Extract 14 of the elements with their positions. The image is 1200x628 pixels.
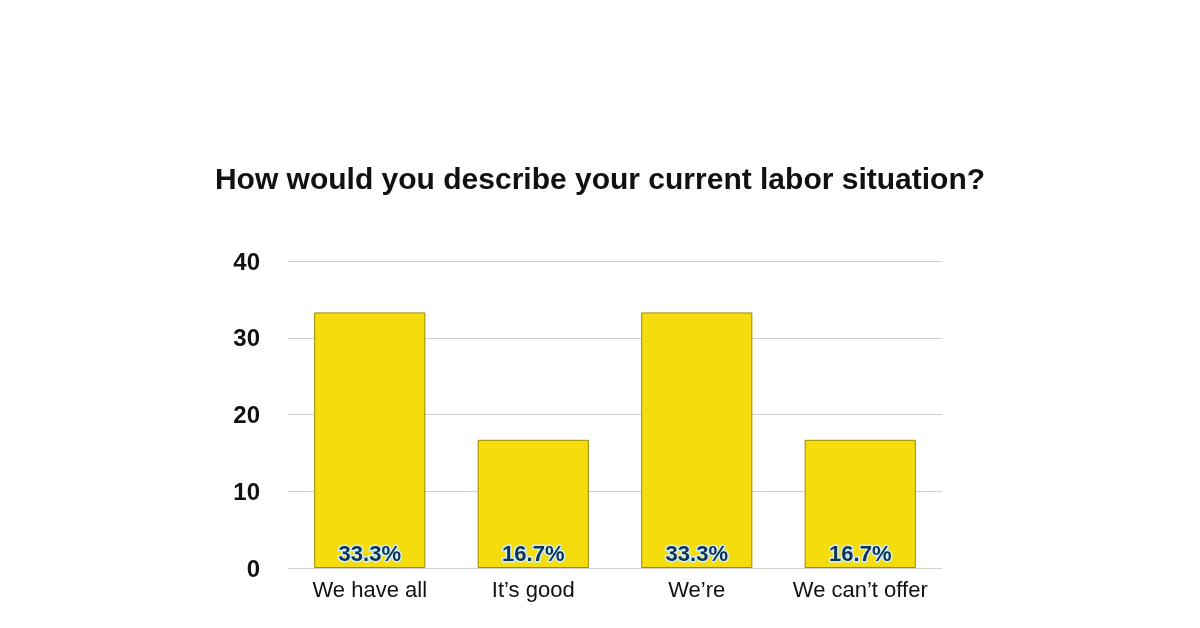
data-label: 16.7% bbox=[829, 540, 892, 566]
data-label: 33.3% bbox=[338, 540, 401, 566]
y-tick-label: 0 bbox=[246, 554, 260, 582]
y-tick-label: 30 bbox=[233, 324, 260, 352]
chart-title: How would you describe your current labor situation? bbox=[214, 161, 986, 195]
x-tick-label: It’s good bbox=[491, 576, 575, 602]
y-tick-label: 10 bbox=[233, 477, 260, 505]
x-tick-label: We have all bbox=[312, 576, 428, 602]
y-tick-label: 40 bbox=[233, 247, 260, 275]
data-label: 16.7% bbox=[502, 540, 565, 566]
x-tick-label: We’re bbox=[668, 576, 726, 602]
y-tick-label: 20 bbox=[233, 401, 260, 428]
data-label: 33.3% bbox=[665, 540, 728, 566]
x-tick-label: We can’t offer bbox=[792, 576, 928, 602]
